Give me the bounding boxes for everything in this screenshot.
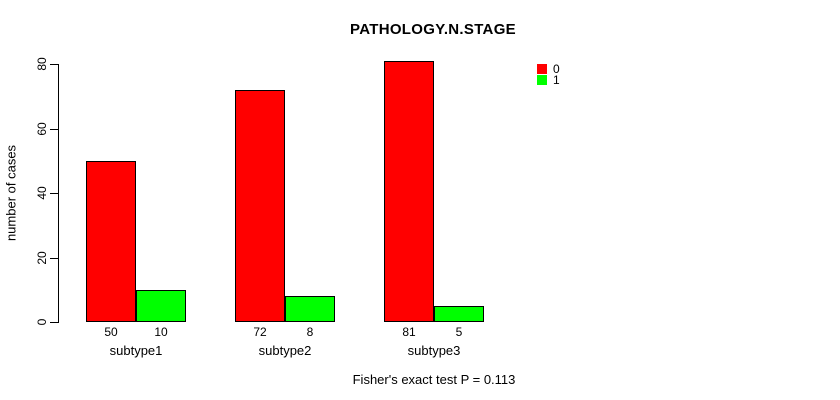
legend-swatch-icon (537, 75, 547, 85)
bar-value-label: 50 (104, 325, 118, 339)
bar-subtype1-series1 (136, 289, 186, 322)
y-tick-label: 20 (35, 250, 49, 265)
y-tick (50, 257, 58, 259)
y-tick (50, 64, 58, 65)
legend-label: 1 (553, 73, 560, 87)
category-label-subtype2: subtype2 (258, 343, 312, 358)
bar-value-label: 8 (306, 325, 314, 339)
category-label-subtype3: subtype3 (407, 343, 461, 358)
legend-entry-0: 0 (537, 62, 560, 76)
bar-value-label: 5 (455, 325, 463, 339)
category-label-subtype1: subtype1 (109, 343, 163, 358)
bar-subtype3-series1 (434, 305, 484, 322)
y-axis-label: number of cases (3, 144, 19, 242)
bar-value-label: 10 (154, 325, 168, 339)
bar-value-label: 81 (402, 325, 416, 339)
y-tick (50, 322, 58, 323)
bar-subtype2-series0 (235, 89, 285, 322)
y-tick-label: 60 (35, 121, 49, 136)
y-tick (50, 193, 58, 194)
y-axis-line (58, 64, 59, 323)
legend-swatch-icon (537, 64, 547, 74)
chart-title: PATHOLOGY.N.STAGE (350, 21, 516, 38)
bar-subtype3-series0 (384, 60, 434, 322)
bar-value-label: 72 (253, 325, 267, 339)
annotation-text: Fisher's exact test P = 0.113 (352, 372, 516, 387)
y-tick-label: 80 (35, 57, 49, 71)
y-tick-label: 0 (35, 318, 49, 326)
bar-subtype2-series1 (285, 296, 335, 322)
y-tick-label: 40 (35, 186, 49, 200)
legend-entry-1: 1 (537, 73, 560, 87)
legend-label: 0 (553, 62, 560, 76)
bar-subtype1-series0 (86, 160, 136, 322)
y-tick (50, 128, 58, 130)
